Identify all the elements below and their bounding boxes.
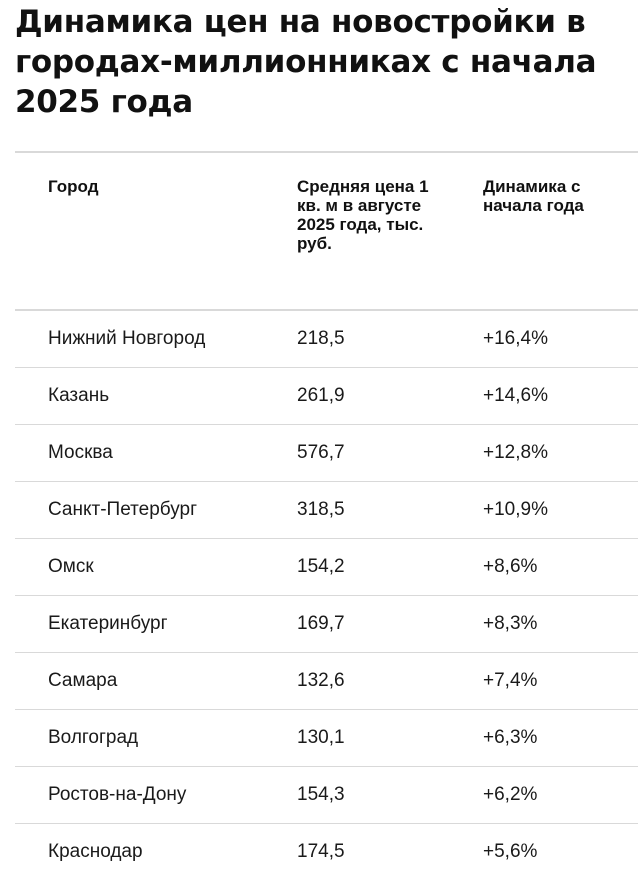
price-cell: 154,3 — [297, 784, 345, 805]
price-table: Город Средняя цена 1 кв. м в августе 202… — [15, 151, 638, 881]
city-cell: Омск — [48, 556, 94, 577]
city-cell: Волгоград — [48, 727, 139, 748]
change-cell: +6,2% — [483, 784, 538, 805]
table-row: Санкт-Петербург 318,5 +10,9% — [15, 482, 638, 539]
city-cell: Казань — [48, 385, 110, 406]
change-cell: +5,6% — [483, 841, 538, 862]
table-row: Краснодар 174,5 +5,6% — [15, 824, 638, 881]
change-cell: +6,3% — [483, 727, 538, 748]
price-cell: 576,7 — [297, 442, 345, 463]
city-cell: Ростов-на-Дону — [48, 784, 187, 805]
city-cell: Самара — [48, 670, 118, 691]
city-cell: Москва — [48, 442, 113, 463]
table-row: Москва 576,7 +12,8% — [15, 425, 638, 482]
change-cell: +8,3% — [483, 613, 538, 634]
table-row: Казань 261,9 +14,6% — [15, 368, 638, 425]
change-cell: +8,6% — [483, 556, 538, 577]
table-row: Ростов-на-Дону 154,3 +6,2% — [15, 767, 638, 824]
change-cell: +16,4% — [483, 328, 548, 349]
table-row: Екатеринбург 169,7 +8,3% — [15, 596, 638, 653]
city-cell: Санкт-Петербург — [48, 499, 198, 520]
price-cell: 130,1 — [297, 727, 345, 748]
table-row: Омск 154,2 +8,6% — [15, 539, 638, 596]
price-cell: 318,5 — [297, 499, 345, 520]
table-row: Самара 132,6 +7,4% — [15, 653, 638, 710]
table-header-row: Город Средняя цена 1 кв. м в августе 202… — [15, 151, 638, 311]
price-cell: 154,2 — [297, 556, 345, 577]
change-cell: +7,4% — [483, 670, 538, 691]
change-cell: +10,9% — [483, 499, 548, 520]
change-cell: +12,8% — [483, 442, 548, 463]
city-cell: Краснодар — [48, 841, 143, 862]
change-cell: +14,6% — [483, 385, 548, 406]
price-cell: 174,5 — [297, 841, 345, 862]
page-title: Динамика цен на новостройки в городах-ми… — [15, 4, 597, 120]
city-cell: Екатеринбург — [48, 613, 168, 634]
table-row: Нижний Новгород 218,5 +16,4% — [15, 311, 638, 368]
city-cell: Нижний Новгород — [48, 328, 206, 349]
price-cell: 261,9 — [297, 385, 345, 406]
header-city: Город — [48, 177, 99, 196]
header-change: Динамика с начала года — [483, 177, 584, 215]
price-cell: 218,5 — [297, 328, 345, 349]
price-cell: 132,6 — [297, 670, 345, 691]
table-row: Волгоград 130,1 +6,3% — [15, 710, 638, 767]
price-cell: 169,7 — [297, 613, 345, 634]
header-price: Средняя цена 1 кв. м в августе 2025 года… — [297, 177, 429, 253]
